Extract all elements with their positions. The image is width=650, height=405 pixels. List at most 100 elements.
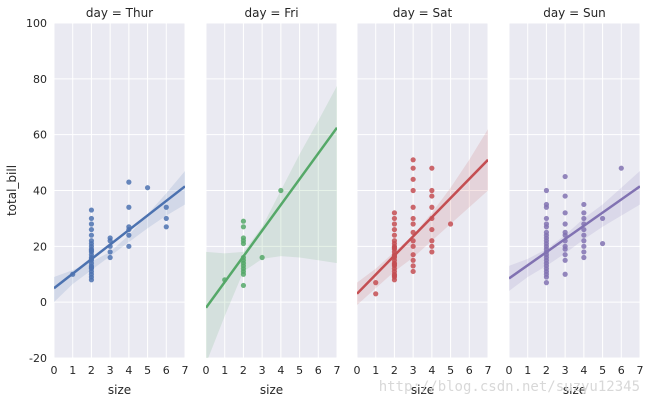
x-tick-label: 2 — [391, 364, 398, 377]
y-tick-label: -20 — [29, 352, 47, 365]
x-tick-label: 0 — [51, 364, 58, 377]
data-point — [88, 264, 95, 270]
data-point — [562, 229, 568, 235]
x-tick-label: 4 — [428, 364, 435, 377]
x-tick-label: 3 — [259, 364, 266, 377]
x-tick-label: 1 — [372, 364, 379, 377]
y-tick-label: 40 — [33, 185, 47, 198]
x-tick-label: 6 — [163, 364, 170, 377]
panel-title: day = Fri — [244, 6, 298, 20]
panel-content — [54, 170, 185, 303]
x-tick-label: 0 — [354, 364, 361, 377]
data-point — [410, 221, 416, 227]
data-point — [429, 187, 435, 194]
data-point — [543, 187, 550, 194]
data-point — [429, 165, 435, 171]
x-axis-label: size — [108, 383, 131, 397]
watermark-text: http://blog.csdn.net/suzyu12345 — [379, 379, 640, 395]
data-point — [562, 193, 568, 199]
data-point — [410, 187, 416, 194]
data-point — [581, 215, 587, 222]
data-point — [88, 221, 95, 227]
data-point — [410, 252, 416, 258]
x-axis-label: size — [563, 383, 586, 397]
data-point — [410, 215, 416, 222]
data-point — [410, 176, 416, 182]
x-tick-label: 4 — [580, 364, 587, 377]
data-point — [543, 201, 550, 208]
panel-title: day = Sat — [393, 6, 453, 20]
confidence-band — [206, 85, 337, 358]
x-tick-label: 7 — [637, 364, 644, 377]
regression-line — [509, 185, 640, 280]
data-point — [410, 243, 416, 249]
data-point — [562, 173, 568, 180]
data-point — [163, 224, 169, 230]
data-point — [107, 254, 113, 261]
x-tick-label: 1 — [221, 364, 228, 377]
data-point — [543, 215, 550, 222]
data-point — [429, 226, 435, 233]
data-point — [107, 249, 113, 255]
x-tick-label: 5 — [144, 364, 151, 377]
x-tick-label: 3 — [107, 364, 114, 377]
x-tick-label: 4 — [125, 364, 132, 377]
data-point — [599, 215, 606, 222]
y-axis-label: total_bill — [5, 165, 19, 216]
x-tick-label: 7 — [182, 364, 189, 377]
data-point — [391, 238, 398, 244]
data-point — [410, 204, 416, 210]
data-point — [88, 247, 95, 254]
data-point — [88, 215, 95, 222]
x-tick-label: 6 — [466, 364, 473, 377]
data-point — [429, 249, 435, 255]
data-point — [391, 261, 398, 268]
data-point — [543, 280, 550, 286]
panel-content — [509, 165, 640, 291]
data-point — [410, 165, 416, 171]
x-tick-label: 1 — [524, 364, 531, 377]
facet-panel-4: day = Sun 0 1 2 3 4 5 6 7 size — [506, 6, 644, 397]
data-point — [373, 291, 379, 297]
panel-title: day = Sun — [543, 6, 606, 20]
data-point — [126, 232, 132, 238]
data-point — [126, 179, 132, 185]
data-point — [88, 238, 95, 244]
x-tick-label: 4 — [277, 364, 284, 377]
data-point — [562, 271, 568, 277]
data-point — [410, 268, 416, 275]
data-point — [447, 221, 454, 227]
x-tick-label: 2 — [240, 364, 247, 377]
x-axis-label: size — [411, 383, 434, 397]
x-tick-label: 2 — [88, 364, 95, 377]
data-point — [240, 218, 247, 224]
x-tick-label: 6 — [315, 364, 322, 377]
data-point — [391, 221, 398, 227]
data-point — [88, 232, 95, 238]
data-point — [259, 254, 265, 261]
data-point — [391, 215, 398, 222]
data-point — [618, 165, 624, 171]
y-tick-label: 60 — [33, 129, 47, 142]
y-tick-label: 100 — [26, 17, 47, 30]
data-point — [391, 273, 398, 279]
x-tick-label: 2 — [543, 364, 550, 377]
regression-line — [357, 158, 488, 295]
regression-line — [54, 185, 185, 290]
x-tick-label: 1 — [69, 364, 76, 377]
x-tick-label: 6 — [618, 364, 625, 377]
data-point — [240, 224, 247, 230]
data-point — [88, 226, 95, 233]
confidence-band — [54, 170, 185, 303]
data-point — [581, 238, 587, 244]
data-point — [599, 240, 606, 247]
data-point — [107, 235, 113, 241]
x-tick-label: 5 — [447, 364, 454, 377]
data-point — [391, 210, 398, 216]
facet-panel-3: day = Sat 0 1 2 3 4 5 6 7 size — [354, 6, 492, 397]
data-point — [88, 207, 95, 213]
y-tick-label: 20 — [33, 240, 47, 253]
data-point — [163, 215, 169, 222]
